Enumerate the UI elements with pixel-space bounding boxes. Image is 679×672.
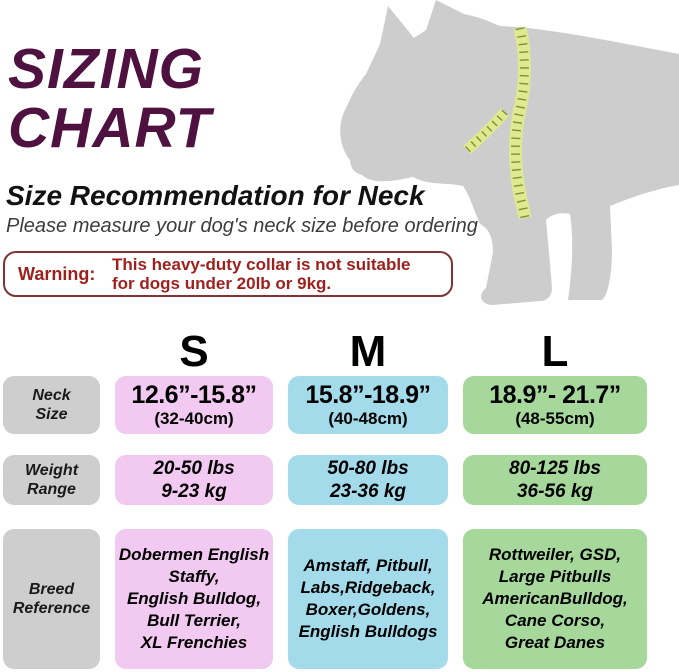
column-header-l: L: [541, 327, 569, 376]
subtitle: Size Recommendation for Neck: [6, 180, 425, 211]
cell-neck-size-l: 18.9”- 21.7” (48-55cm): [463, 376, 647, 434]
warning-text: This heavy-duty collar is not suitable f…: [112, 255, 411, 293]
dog-measuring-illustration: [330, 0, 679, 315]
page-title: SIZING CHART: [8, 40, 211, 158]
weight-range-l-text: 80-125 lbs 36-56 kg: [509, 458, 601, 502]
neck-size-l-inches: 18.9”- 21.7”: [489, 381, 621, 409]
breed-reference-m-text: Amstaff, Pitbull, Labs,Ridgeback, Boxer,…: [298, 556, 438, 641]
measuring-tape-icon: [463, 26, 532, 220]
neck-size-l-cm: (48-55cm): [515, 409, 595, 428]
weight-range-m-text: 50-80 lbs 23-36 kg: [327, 458, 409, 502]
cell-neck-size-s: 12.6”-15.8” (32-40cm): [115, 376, 273, 434]
weight-range-s-text: 20-50 lbs 9-23 kg: [153, 458, 235, 502]
neck-size-m-inches: 15.8”-18.9”: [305, 381, 431, 409]
breed-reference-s-text: Dobermen English Staffy, English Bulldog…: [118, 545, 270, 652]
row-label-breed-reference: Breed Reference: [3, 529, 100, 669]
column-header-m: M: [349, 327, 387, 376]
breed-reference-l-text: Rottweiler, GSD, Large Pitbulls American…: [482, 545, 628, 652]
cell-neck-size-m: 15.8”-18.9” (40-48cm): [288, 376, 448, 434]
table-header-row: S M L: [3, 330, 647, 374]
measure-note: Please measure your dog's neck size befo…: [6, 215, 478, 237]
row-label-weight-range: Weight Range: [3, 455, 100, 505]
neck-size-m-cm: (40-48cm): [328, 409, 408, 428]
warning-box: Warning: This heavy-duty collar is not s…: [3, 251, 453, 297]
cell-breed-reference-m: Amstaff, Pitbull, Labs,Ridgeback, Boxer,…: [288, 529, 448, 669]
neck-size-s-inches: 12.6”-15.8”: [131, 381, 257, 409]
size-table: S M L Neck Size 12.6”-15.8” (32-40cm) 15…: [3, 330, 647, 669]
page-title-line2: CHART: [8, 96, 212, 160]
table-row-breed-reference: Breed Reference Dobermen English Staffy,…: [3, 529, 647, 669]
cell-breed-reference-s: Dobermen English Staffy, English Bulldog…: [115, 529, 273, 669]
neck-size-s-cm: (32-40cm): [154, 409, 234, 428]
dog-silhouette-icon: [340, 0, 679, 305]
cell-weight-range-s: 20-50 lbs 9-23 kg: [115, 455, 273, 505]
row-label-neck-size: Neck Size: [3, 376, 100, 434]
table-row-weight-range: Weight Range 20-50 lbs 9-23 kg 50-80 lbs…: [3, 455, 647, 505]
warning-label: Warning:: [18, 263, 96, 284]
page-title-line1: SIZING: [8, 37, 205, 101]
cell-weight-range-l: 80-125 lbs 36-56 kg: [463, 455, 647, 505]
table-row-neck-size: Neck Size 12.6”-15.8” (32-40cm) 15.8”-18…: [3, 376, 647, 434]
column-header-s: S: [179, 327, 209, 376]
cell-weight-range-m: 50-80 lbs 23-36 kg: [288, 455, 448, 505]
cell-breed-reference-l: Rottweiler, GSD, Large Pitbulls American…: [463, 529, 647, 669]
